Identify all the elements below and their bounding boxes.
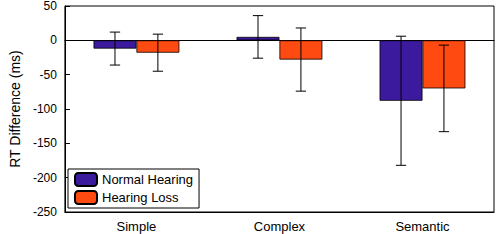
- svg-text:Simple: Simple: [117, 219, 157, 234]
- svg-text:-50: -50: [40, 68, 58, 82]
- svg-text:Semantic: Semantic: [395, 219, 450, 234]
- svg-text:0: 0: [50, 33, 57, 47]
- svg-text:RT Difference (ms): RT Difference (ms): [7, 50, 23, 167]
- svg-text:Normal Hearing: Normal Hearing: [102, 172, 193, 187]
- svg-text:Complex: Complex: [254, 219, 306, 234]
- svg-text:-150: -150: [33, 136, 57, 150]
- svg-text:-200: -200: [33, 171, 57, 185]
- svg-text:-250: -250: [33, 205, 57, 219]
- svg-text:-100: -100: [33, 102, 57, 116]
- svg-text:Hearing Loss: Hearing Loss: [102, 190, 179, 205]
- svg-text:50: 50: [44, 0, 58, 13]
